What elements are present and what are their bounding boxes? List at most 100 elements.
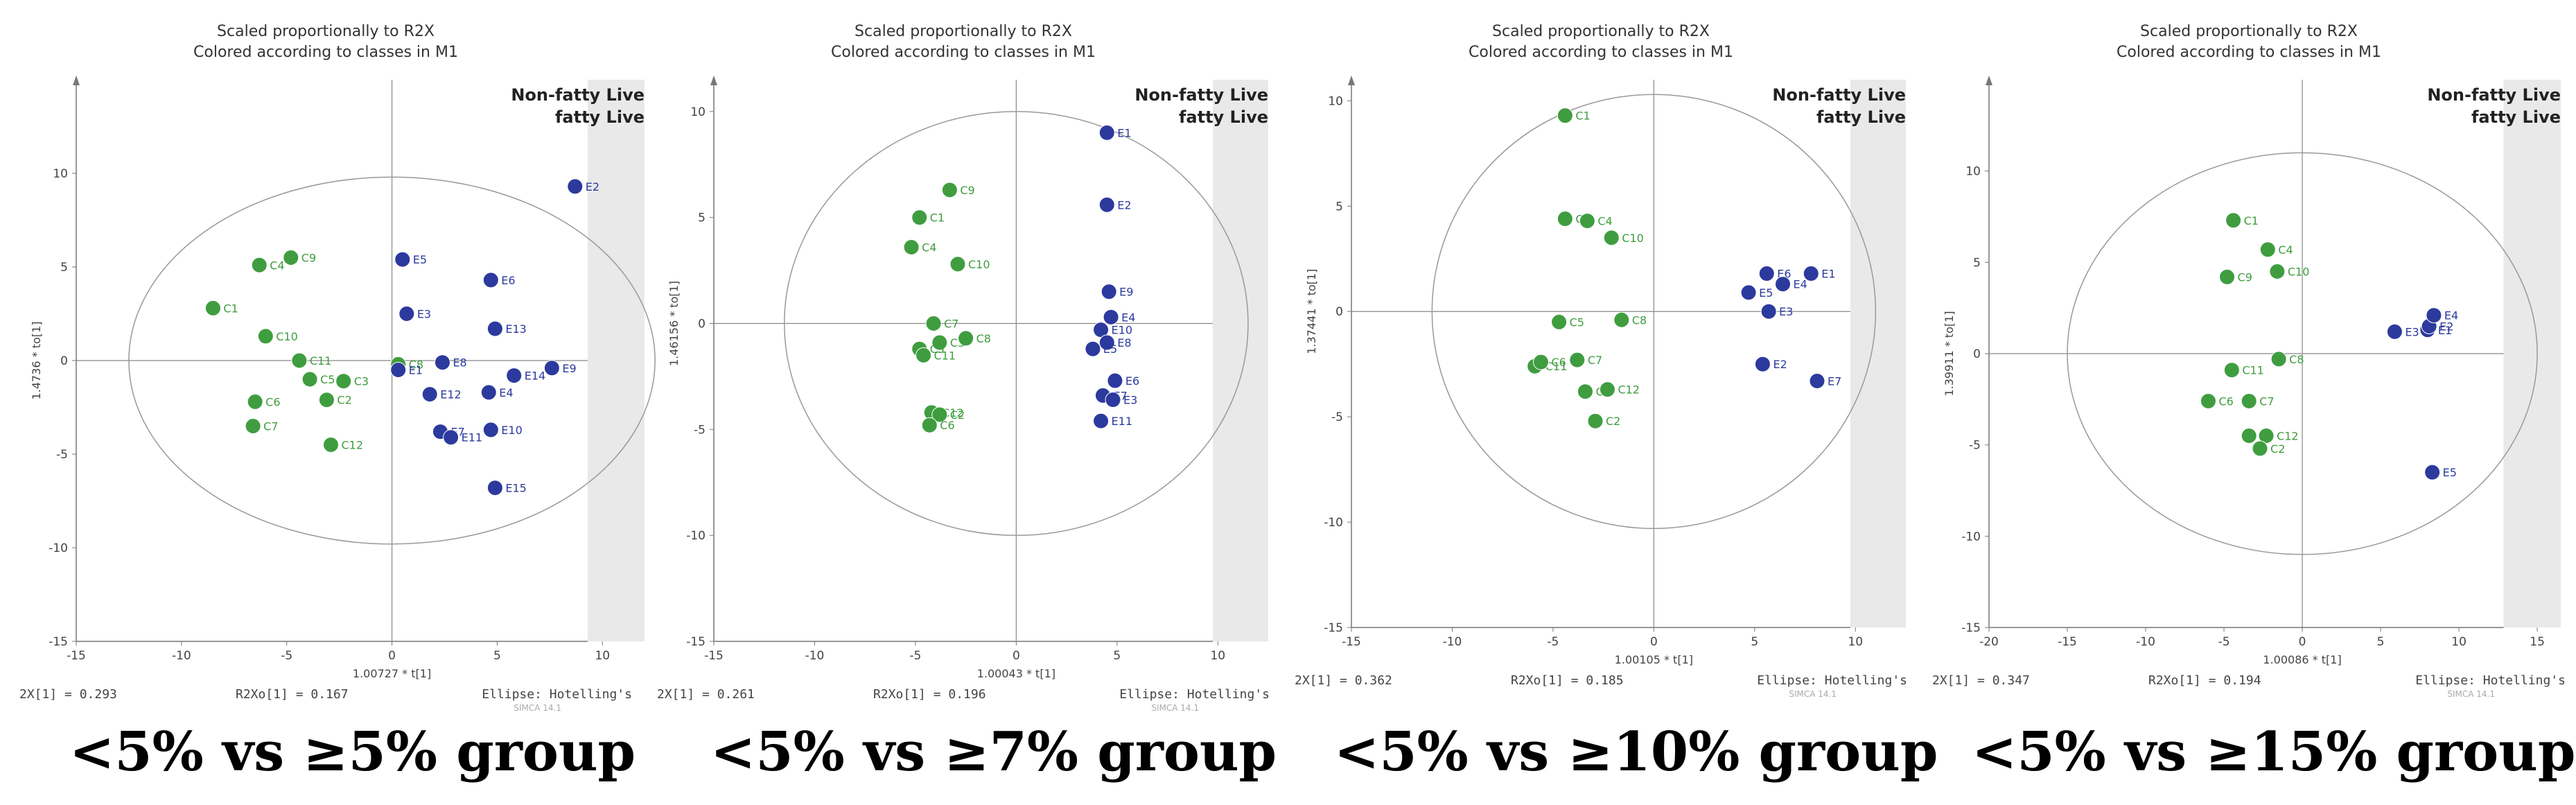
x-tick-label: -10 (2136, 635, 2155, 649)
footer-ellipse: Ellipse: Hotelling's (1119, 687, 1270, 702)
legend-entry-fatty: fatty Live (1179, 107, 1268, 127)
data-point-C1 (2225, 212, 2242, 229)
simca-watermark: SIMCA 14.1 (1789, 689, 1837, 699)
data-point-C3 (931, 334, 948, 351)
chart-title: Scaled proportionally to R2X (1492, 23, 1710, 40)
point-label-C5: C5 (320, 373, 335, 386)
footer-ellipse: Ellipse: Hotelling's (482, 687, 632, 702)
x-tick-label: 10 (595, 649, 610, 663)
hotelling-ellipse (128, 176, 656, 545)
score-plot-svg: Scaled proportionally to R2X Colored acco… (19, 23, 656, 713)
chart-subtitle: Colored according to classes in M1 (193, 44, 458, 61)
score-plot-panel-3: Scaled proportionally to R2X Colored acco… (1289, 0, 1913, 707)
legend-entry-fatty: fatty Live (555, 107, 645, 127)
point-label-C6: C6 (265, 395, 280, 408)
data-point-C6 (2200, 392, 2216, 409)
chart-title: Scaled proportionally to R2X (217, 23, 435, 40)
y-axis-arrow (710, 76, 717, 85)
y-tick-label: -15 (49, 635, 68, 649)
data-point-C2 (318, 392, 335, 408)
data-point-E2 (1754, 356, 1771, 372)
data-point-E5 (2424, 464, 2441, 481)
y-tick-label: -5 (56, 448, 68, 462)
point-label-C3: C3 (354, 375, 369, 388)
y-axis-label: 1.4736 * to[1] (30, 322, 43, 400)
data-point-C4 (251, 257, 268, 273)
legend-entry-nonfatty: Non-fatty Live (2427, 85, 2561, 105)
x-tick-label: -10 (172, 649, 191, 663)
score-plot-panel-4: Scaled proportionally to R2X Colored acco… (1927, 0, 2571, 707)
point-label-E1: E1 (1117, 126, 1131, 139)
data-point-E2 (567, 178, 584, 195)
score-plot-panel-2: Scaled proportionally to R2X Colored acco… (651, 0, 1275, 713)
x-tick-label: -20 (1979, 635, 1999, 649)
point-label-E8: E8 (453, 356, 466, 370)
point-label-C1: C1 (930, 211, 945, 225)
data-point-E8 (434, 354, 450, 371)
data-point-E14 (506, 367, 523, 384)
simca-watermark: SIMCA 14.1 (1151, 703, 1199, 713)
point-label-C8: C8 (409, 358, 423, 371)
y-tick-label: 10 (690, 105, 706, 119)
data-point-C4 (903, 239, 920, 255)
data-point-C4 (1579, 213, 1595, 230)
data-point-C11 (915, 347, 932, 363)
data-point-C7 (925, 315, 942, 332)
y-tick-label: -15 (1961, 621, 1981, 635)
point-label-C4: C4 (922, 241, 936, 254)
caption-panel-3: <5% vs ≥10% group (1334, 720, 1938, 784)
y-tick-label: -15 (686, 635, 706, 649)
point-label-E10: E10 (501, 424, 522, 437)
point-label-C12: C12 (1618, 383, 1640, 397)
data-point-C9 (2219, 268, 2236, 285)
data-point-E3 (2386, 323, 2403, 340)
point-label-E14: E14 (525, 370, 545, 383)
y-axis-label: 1.37441 * to[1] (1305, 269, 1318, 354)
data-point-C5 (301, 371, 318, 388)
point-label-C1: C1 (2244, 214, 2259, 227)
data-point-C10 (1603, 230, 1620, 246)
point-label-C5: C5 (1570, 315, 1584, 329)
hotelling-ellipse (1431, 94, 1877, 529)
data-point-E5 (1085, 340, 1101, 357)
point-label-C2: C2 (950, 408, 965, 422)
data-point-C8 (2270, 351, 2287, 367)
y-tick-label: -10 (686, 529, 706, 543)
point-label-E3: E3 (2405, 325, 2419, 338)
data-point-E11 (1093, 413, 1110, 429)
point-label-E2: E2 (1117, 198, 1131, 211)
y-tick-label: -10 (1324, 516, 1343, 530)
caption-panel-4: <5% vs ≥15% group (1972, 720, 2576, 784)
data-point-C2 (931, 406, 948, 423)
data-point-E8 (1098, 334, 1115, 351)
y-axis-label: 1.46156 * to[1] (667, 281, 681, 366)
point-label-E6: E6 (1125, 374, 1139, 388)
data-point-E5 (1740, 284, 1757, 301)
x-tick-label: -5 (909, 649, 921, 663)
data-point-C7 (2241, 392, 2257, 409)
footer-r2x: 2X[1] = 0.261 (657, 687, 755, 702)
point-label-E9: E9 (1119, 286, 1133, 299)
x-tick-label: -15 (67, 649, 86, 663)
point-label-E2: E2 (586, 180, 599, 193)
footer-r2xo: R2Xo[1] = 0.194 (2148, 673, 2261, 688)
point-label-E9: E9 (562, 362, 576, 375)
data-point-C6 (1532, 354, 1549, 370)
point-label-E2: E2 (2439, 320, 2453, 334)
y-tick-label: 0 (60, 354, 68, 368)
simca-watermark: SIMCA 14.1 (2447, 689, 2495, 699)
point-label-E6: E6 (501, 274, 515, 287)
data-point-C9 (283, 250, 299, 266)
data-point-E6 (482, 272, 499, 288)
data-point-C4 (2259, 241, 2276, 258)
point-label-C12: C12 (2277, 430, 2299, 443)
data-point-C12 (2258, 428, 2275, 444)
data-point-C7 (1569, 352, 1586, 368)
point-label-C9: C9 (960, 184, 974, 197)
caption-panel-1: <5% vs ≥5% group (69, 720, 636, 784)
chart-title: Scaled proportionally to R2X (2140, 23, 2358, 40)
plot-area (1351, 80, 1850, 627)
data-point-C6 (247, 393, 263, 410)
point-label-C2: C2 (1606, 415, 1620, 428)
